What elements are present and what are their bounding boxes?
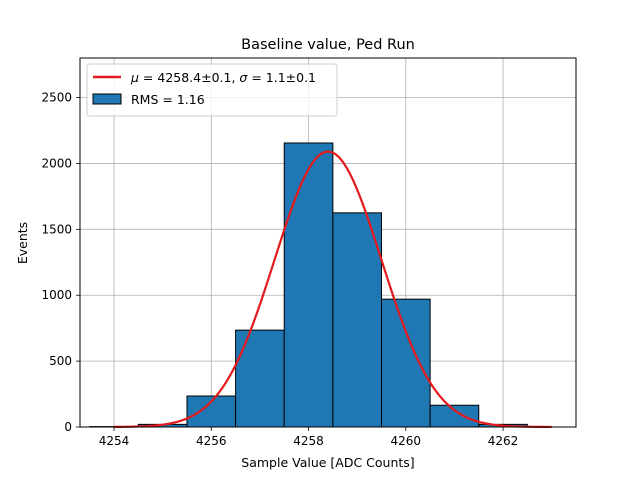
legend-box [86, 63, 338, 117]
histogram-bar [283, 142, 334, 428]
x-axis-ticks: 4254 4256 4258 4260 4262 [99, 427, 519, 448]
x-tick-label: 4254 [99, 434, 130, 448]
y-tick-label: 1500 [41, 222, 72, 236]
plot-frame [79, 57, 577, 428]
legend-histogram-swatch [92, 93, 122, 105]
y-tick-label: 1000 [41, 288, 72, 302]
y-tick-label: 500 [49, 354, 72, 368]
legend-histogram-label: RMS = 1.16 [131, 92, 205, 107]
y-axis-label: Events [15, 222, 30, 264]
histogram-bar [429, 404, 480, 428]
histogram-bar [380, 298, 431, 428]
histogram-bar [332, 212, 382, 428]
legend-fit-label: μ = 4258.4±0.1, σ = 1.1±0.1 [130, 70, 316, 85]
x-tick-label: 4260 [391, 434, 422, 448]
histogram-bars [89, 142, 528, 428]
gaussian-fit [114, 150, 552, 429]
y-tick-label: 2000 [41, 156, 72, 170]
histogram-bar [235, 329, 285, 428]
fit-curve [114, 150, 552, 429]
y-tick-label: 2500 [41, 91, 72, 105]
x-tick-label: 4262 [488, 434, 519, 448]
y-axis-ticks: 0 500 1000 1500 2000 2500 [41, 91, 80, 434]
x-tick-label: 4258 [293, 434, 324, 448]
x-tick-label: 4256 [196, 434, 227, 448]
y-tick-label: 0 [64, 420, 72, 434]
x-axis-label: Sample Value [ADC Counts] [241, 455, 414, 470]
legend: μ = 4258.4±0.1, σ = 1.1±0.1 RMS = 1.16 [86, 63, 338, 117]
chart-title: Baseline value, Ped Run [241, 37, 415, 53]
